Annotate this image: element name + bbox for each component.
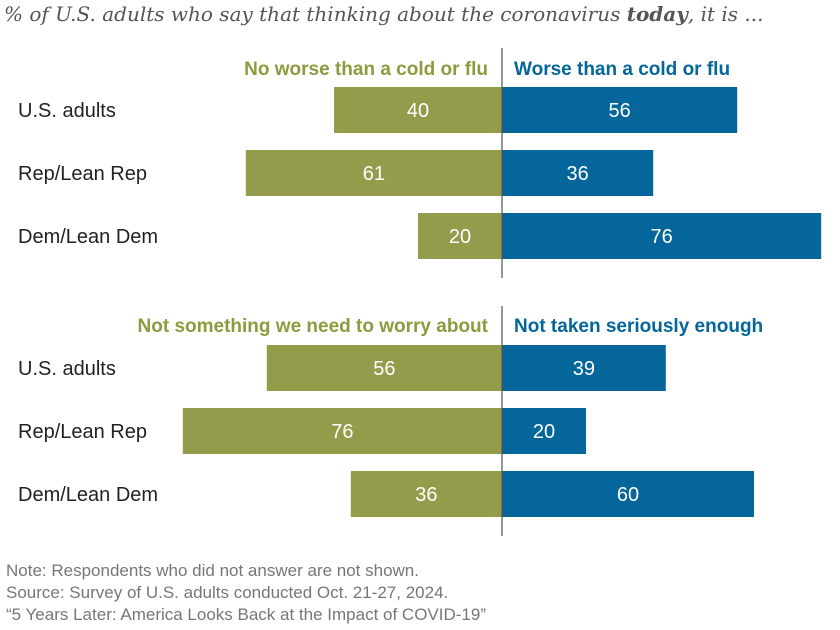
category-label: U.S. adults (18, 100, 116, 122)
subtitle-emphasis: today (626, 2, 688, 26)
report-title: “5 Years Later: America Looks Back at th… (6, 605, 487, 624)
bar-value-left: 40 (407, 100, 429, 122)
bar-left (266, 345, 502, 391)
chart-subtitle: % of U.S. adults who say that thinking a… (4, 2, 836, 26)
bar-left (418, 213, 502, 259)
bar-value-right: 76 (650, 226, 672, 248)
subtitle-prefix: % of U.S. adults who say that thinking a… (4, 2, 627, 26)
bar-right (502, 471, 754, 517)
category-label: U.S. adults (18, 358, 116, 380)
legend-label-right: Worse than a cold or flu (514, 59, 730, 80)
subtitle-suffix: , it is ... (687, 2, 764, 26)
bar-value-right: 60 (617, 484, 639, 506)
legend-label-left: Not something we need to worry about (138, 316, 489, 337)
bar-left (182, 408, 503, 454)
category-label: Dem/Lean Dem (18, 484, 158, 506)
bar-value-right: 20 (533, 421, 555, 443)
bar-value-left: 56 (373, 358, 395, 380)
bar-value-right: 36 (566, 163, 588, 185)
bar-right (502, 150, 654, 196)
note-text: Note: Respondents who did not answer are… (6, 561, 419, 580)
source-text: Source: Survey of U.S. adults conducted … (6, 583, 449, 602)
bar-right (502, 345, 666, 391)
category-label: Rep/Lean Rep (18, 421, 147, 443)
bar-right (502, 213, 822, 259)
category-label: Rep/Lean Rep (18, 163, 147, 185)
bar-right (502, 87, 738, 133)
category-label: Dem/Lean Dem (18, 226, 158, 248)
bar-left (334, 87, 502, 133)
bar-value-right: 56 (608, 100, 630, 122)
bar-value-right: 39 (573, 358, 595, 380)
chart-notes: Note: Respondents who did not answer are… (6, 560, 826, 626)
bar-left (245, 150, 503, 196)
diverging-bar-chart: No worse than a cold or flu Worse than a … (18, 48, 822, 536)
legend-label-left: No worse than a cold or flu (244, 59, 488, 80)
bar-left (350, 471, 502, 517)
legend-label-right: Not taken seriously enough (514, 316, 763, 337)
bar-right (502, 408, 586, 454)
bar-value-left: 20 (449, 226, 471, 248)
bar-value-left: 61 (363, 163, 385, 185)
bar-value-left: 76 (331, 421, 353, 443)
bar-value-left: 36 (415, 484, 437, 506)
